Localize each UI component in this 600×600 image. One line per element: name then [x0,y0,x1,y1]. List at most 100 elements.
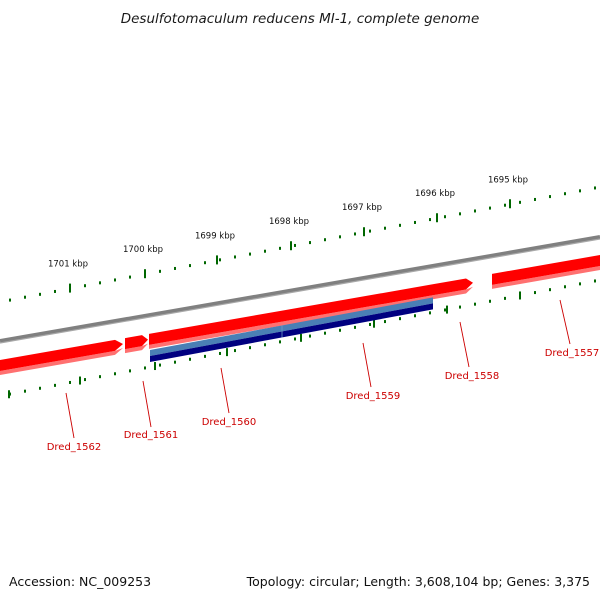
lower-minor-tick [354,325,356,329]
lower-minor-tick [99,375,101,379]
lower-minor-tick [534,291,536,295]
upper-minor-tick [549,195,551,199]
upper-minor-tick [279,246,281,250]
lower-minor-tick [54,383,56,387]
gene-features [0,254,600,375]
lower-minor-tick [549,288,551,292]
kbp-tick-label: 1698 kbp [269,217,309,227]
upper-minor-tick [249,252,251,256]
gene-label-leader [220,367,230,414]
kbp-tick-label: 1697 kbp [342,203,382,213]
gene-label: Dred_1562 [47,442,102,453]
gene-arrow-shadow [280,293,432,326]
lower-minor-tick [39,386,41,390]
gene-arrow-shadow [149,320,280,349]
lower-minor-tick [504,296,506,300]
gene-arrow [492,254,600,285]
lower-minor-tick [204,354,206,358]
gene-arrow-shadow [432,286,473,300]
upper-minor-tick [534,197,536,201]
upper-minor-tick [339,235,341,239]
gene-label-leader [362,342,372,388]
gene-label-leader [65,392,75,439]
kbp-tick-label: 1699 kbp [195,231,235,241]
upper-minor-tick [459,212,461,216]
lower-minor-tick [429,311,431,315]
lower-minor-tick [369,322,371,326]
accession-text: Accession: NC_009253 [9,574,151,589]
upper-minor-tick [54,289,56,293]
lower-minor-tick [564,285,566,289]
lower-minor-tick [309,334,311,338]
upper-minor-tick [129,275,131,279]
major-tick-mark [290,241,292,251]
backbone [0,235,600,344]
upper-minor-tick [564,192,566,196]
upper-minor-tick [474,209,476,213]
lower-minor-tick [384,320,386,324]
kbp-ticks: 1701 kbp 1700 kbp 1699 kbp 1698 kbp 1697 kbp… [8,175,528,399]
upper-minor-tick [9,298,11,302]
upper-minor-tick [579,189,581,193]
blast-hit-track [150,297,433,362]
lower-minor-tick [489,299,491,303]
gene-arrow [0,339,123,371]
upper-minor-tick [204,261,206,265]
blast-hit-upper [150,297,433,356]
lower-major-tick-mark [300,333,302,342]
lower-minor-tick [459,305,461,309]
upper-minor-tick [24,295,26,299]
lower-minor-tick [84,378,86,382]
kbp-tick-label: 1695 kbp [488,175,528,185]
gene-arrow [280,284,432,322]
lower-minor-tick [399,317,401,321]
gene-labels: Dred_1562 Dred_1561 Dred_1560 Dred_1559 Dred… [47,299,600,453]
lower-minor-tick [339,328,341,332]
major-tick-mark [436,213,438,223]
lower-minor-tick [234,349,236,353]
upper-minor-tick [519,200,521,204]
upper-minor-tick [159,269,161,273]
upper-minor-tick [219,258,221,262]
gene-label: Dred_1560 [202,417,257,428]
upper-minor-tick [189,264,191,268]
gene-label: Dred_1558 [445,371,500,382]
gene-arrow-shadow [492,265,600,289]
gene-arrow-shadow [0,347,123,375]
gene-arrow [125,335,148,350]
lower-minor-tick [24,389,26,393]
gene-label: Dred_1557 [545,348,600,359]
lower-minor-tick [189,357,191,361]
upper-minor-tick [309,241,311,245]
upper-minor-tick [234,255,236,259]
upper-minor-tick [594,186,596,190]
upper-minor-tick [114,278,116,282]
kbp-tick-label: 1700 kbp [123,245,163,255]
upper-minor-tick [444,215,446,219]
upper-minor-tick [39,292,41,296]
upper-minor-tick [414,220,416,224]
backbone-highlight [0,238,600,344]
genome-summary-text: Topology: circular; Length: 3,608,104 bp… [246,574,590,589]
upper-minor-tick [384,226,386,230]
upper-minor-tick [489,206,491,210]
lower-minor-tick [249,346,251,350]
lower-minor-tick [174,360,176,364]
lower-minor-tick [144,366,146,370]
kbp-tick-label: 1696 kbp [415,189,455,199]
lower-minor-tick [414,314,416,318]
gene-arrow [149,311,280,345]
lower-minor-tick [219,351,221,355]
upper-minor-tick [264,249,266,253]
lower-minor-tick [129,369,131,373]
upper-minor-tick [399,223,401,227]
major-tick-mark [216,255,218,265]
lower-minor-tick [159,363,161,367]
upper-minor-tick [294,243,296,247]
lower-major-tick-mark [226,348,228,357]
lower-major-tick-mark [446,305,448,314]
lower-major-tick-mark [373,319,375,328]
backbone-line [0,235,600,343]
lower-minor-tick [474,302,476,306]
gene-arrow [432,278,473,296]
